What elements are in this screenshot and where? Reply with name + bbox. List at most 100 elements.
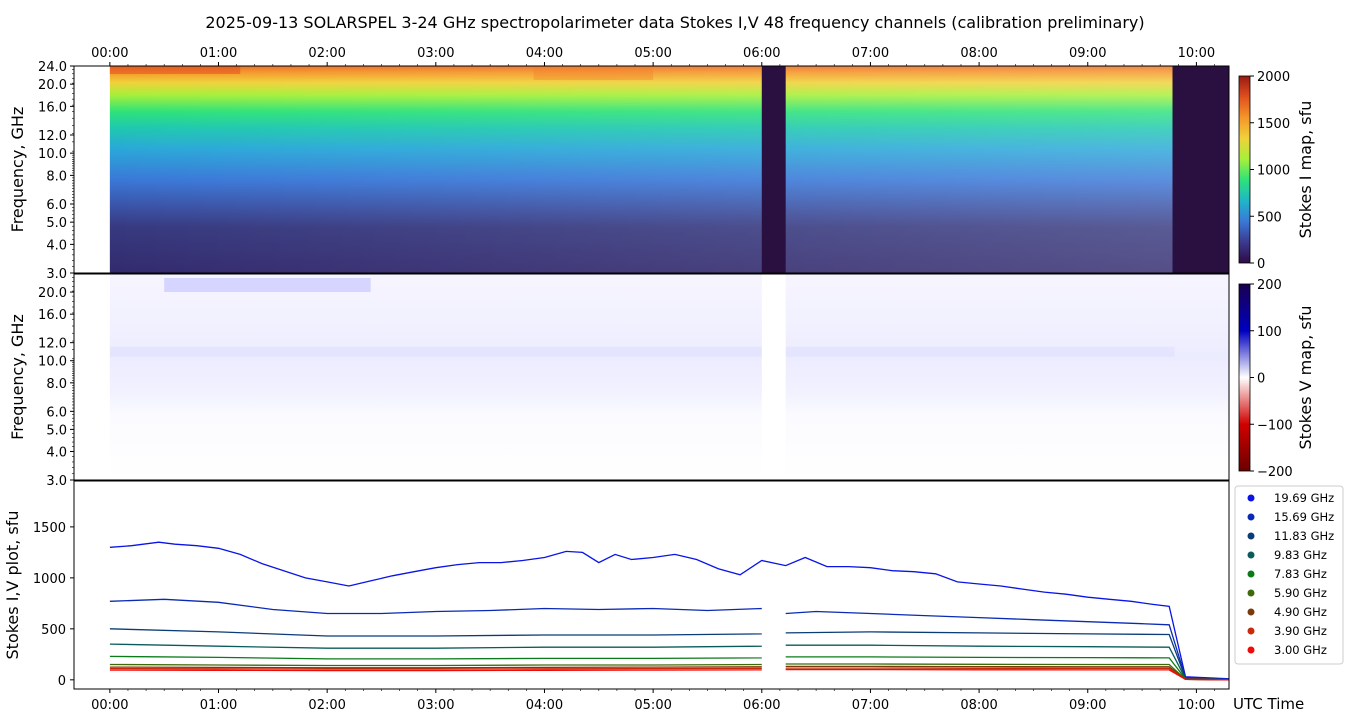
legend-label: 19.69 GHz bbox=[1274, 491, 1334, 505]
time-tick-label: 04:00 bbox=[526, 698, 563, 713]
time-tick-label: 03:00 bbox=[417, 46, 454, 61]
time-tick-label: 08:00 bbox=[960, 698, 997, 713]
time-tick-label: 04:00 bbox=[526, 46, 563, 61]
time-tick-label: 00:00 bbox=[91, 698, 128, 713]
series-line-1969 bbox=[109, 541, 1230, 680]
chart-legend: 19.69 GHz 15.69 GHz 11.83 GHz 9.83 GHz 7.83 … bbox=[1234, 485, 1344, 665]
bottom-time-axis: 00:00 01:00 02:00 03:00 04:00 05:00 06:00 07:00… bbox=[91, 689, 1215, 713]
colorbar-tick-label: 100 bbox=[1257, 325, 1282, 340]
y-tick-label: 6.0 bbox=[46, 198, 67, 213]
legend-label: 7.83 GHz bbox=[1274, 567, 1327, 581]
stokes-i-data-gap bbox=[761, 66, 786, 273]
legend-marker bbox=[1247, 513, 1255, 521]
y-tick-label: 500 bbox=[41, 623, 66, 638]
y-tick-label: 1500 bbox=[33, 521, 66, 536]
time-tick-label: 10:00 bbox=[1178, 46, 1215, 61]
time-tick-label: 02:00 bbox=[308, 46, 345, 61]
time-tick-label: 09:00 bbox=[1069, 698, 1106, 713]
line-plot-data-gap bbox=[761, 577, 786, 679]
time-tick-label: 10:00 bbox=[1178, 698, 1215, 713]
legend-label: 3.00 GHz bbox=[1274, 643, 1327, 657]
colorbar-tick-label: −200 bbox=[1257, 465, 1293, 480]
series-line-1183 bbox=[109, 628, 1230, 681]
panel-frame bbox=[73, 65, 1230, 274]
time-tick-label: 06:00 bbox=[743, 46, 780, 61]
time-tick-label: 01:00 bbox=[200, 698, 237, 713]
time-tick-label: 03:00 bbox=[417, 698, 454, 713]
y-tick-label: 8.0 bbox=[46, 169, 67, 184]
colorbar-tick-label: 1000 bbox=[1257, 164, 1290, 179]
y-axis-label: Frequency, GHz bbox=[8, 314, 27, 440]
stokes-i-data-gap bbox=[1172, 66, 1229, 273]
y-tick-label: 24.0 bbox=[38, 60, 67, 75]
stokes-i-colorbar-bar bbox=[1238, 75, 1251, 264]
y-axis-label: Stokes I,V plot, sfu bbox=[3, 511, 22, 660]
legend-label: 4.90 GHz bbox=[1274, 605, 1327, 619]
y-tick-label: 12.0 bbox=[38, 337, 67, 352]
legend-marker bbox=[1247, 589, 1255, 597]
stokes-v-negative-patch bbox=[164, 278, 371, 292]
colorbar-tick-label: 2000 bbox=[1257, 70, 1290, 85]
colorbar-tick-label: 200 bbox=[1257, 278, 1282, 293]
y-tick-label: 5.0 bbox=[46, 216, 67, 231]
stokes-v-colorbar-label: Stokes V map, sfu bbox=[1296, 305, 1315, 449]
legend-marker bbox=[1247, 646, 1255, 654]
y-tick-label: 20.0 bbox=[38, 286, 67, 301]
legend-box bbox=[1234, 485, 1344, 665]
y-tick-label: 16.0 bbox=[38, 100, 67, 115]
y-tick-label: 8.0 bbox=[46, 377, 67, 392]
y-tick-label: 3.0 bbox=[46, 474, 67, 489]
stokes-v-colorbar-bar bbox=[1238, 283, 1251, 472]
y-axis-label: Frequency, GHz bbox=[8, 107, 27, 233]
panel-frame bbox=[73, 480, 1230, 690]
stokes-iv-plot-panel: 0 500 1000 1500 Stokes I,V plot, sfu bbox=[3, 511, 1230, 689]
time-tick-label: 07:00 bbox=[852, 698, 889, 713]
colorbar-tick-label: 0 bbox=[1257, 257, 1265, 272]
colorbar-tick-label: 500 bbox=[1257, 210, 1282, 225]
series-line-300 bbox=[109, 668, 1230, 681]
figure-title: 2025-09-13 SOLARSPEL 3-24 GHz spectropol… bbox=[205, 13, 1144, 32]
legend-label: 5.90 GHz bbox=[1274, 586, 1327, 600]
top-time-axis: 00:00 01:00 02:00 03:00 04:00 05:00 06:00 07:00… bbox=[91, 46, 1215, 66]
stokes-i-colorbar: 0 500 1000 1500 2000 Stokes I map, sfu bbox=[1238, 70, 1315, 272]
y-tick-label: 10.0 bbox=[38, 147, 67, 162]
legend-marker bbox=[1247, 551, 1255, 559]
y-tick-label: 4.0 bbox=[46, 238, 67, 253]
stokes-i-burst-band bbox=[533, 66, 654, 80]
y-tick-label: 6.0 bbox=[46, 405, 67, 420]
y-tick-label: 5.0 bbox=[46, 423, 67, 438]
series-line-983 bbox=[109, 643, 1230, 681]
legend-label: 9.83 GHz bbox=[1274, 548, 1327, 562]
x-axis-label: UTC Time bbox=[1233, 695, 1304, 713]
time-tick-label: 05:00 bbox=[634, 46, 671, 61]
legend-marker bbox=[1247, 494, 1255, 502]
stokes-v-negative-band bbox=[109, 346, 1175, 357]
time-tick-label: 08:00 bbox=[960, 46, 997, 61]
stokes-i-panel: 3.0 4.0 5.0 6.0 8.0 10.0 12.0 16.0 20.0 24.0 Frequ… bbox=[8, 60, 1229, 282]
colorbar-tick-label: 1500 bbox=[1257, 117, 1290, 132]
y-tick-label: 0 bbox=[58, 674, 66, 689]
series-line-1569 bbox=[109, 598, 1230, 680]
y-tick-label: 3.0 bbox=[46, 267, 67, 282]
stokes-v-data-gap bbox=[761, 274, 786, 480]
y-tick-label: 10.0 bbox=[38, 355, 67, 370]
y-tick-label: 1000 bbox=[33, 572, 66, 587]
stokes-i-heatmap-shade bbox=[109, 66, 1229, 273]
legend-label: 15.69 GHz bbox=[1274, 510, 1334, 524]
time-tick-label: 02:00 bbox=[308, 698, 345, 713]
y-tick-label: 16.0 bbox=[38, 308, 67, 323]
stokes-v-panel: 3.0 4.0 5.0 6.0 8.0 10.0 12.0 16.0 20.0 Frequency… bbox=[8, 274, 1229, 489]
y-tick-label: 12.0 bbox=[38, 129, 67, 144]
time-tick-label: 07:00 bbox=[852, 46, 889, 61]
legend-marker bbox=[1247, 608, 1255, 616]
colorbar-tick-label: 0 bbox=[1257, 372, 1265, 387]
legend-label: 3.90 GHz bbox=[1274, 624, 1327, 638]
y-tick-label: 4.0 bbox=[46, 446, 67, 461]
stokes-v-heatmap bbox=[109, 274, 1229, 480]
time-tick-label: 01:00 bbox=[200, 46, 237, 61]
legend-label: 11.83 GHz bbox=[1274, 529, 1334, 543]
time-tick-label: 09:00 bbox=[1069, 46, 1106, 61]
panel-frame bbox=[73, 273, 1230, 481]
y-tick-label: 20.0 bbox=[38, 78, 67, 93]
